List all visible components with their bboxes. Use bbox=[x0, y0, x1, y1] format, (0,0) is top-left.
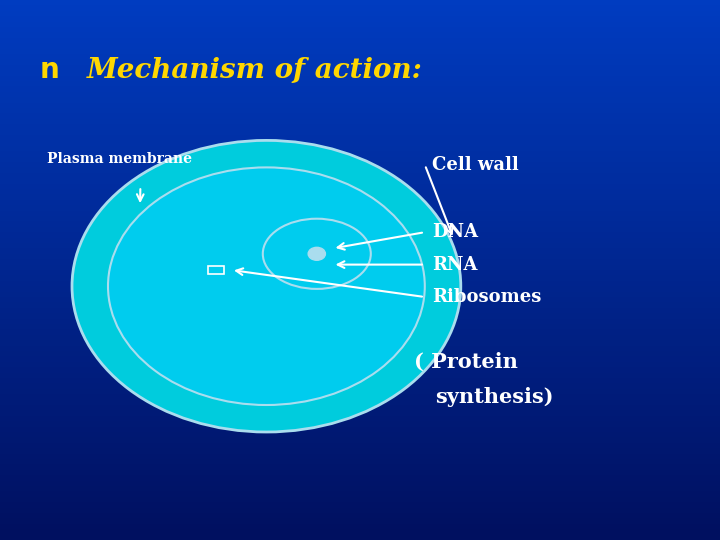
Text: Plasma membrane: Plasma membrane bbox=[47, 152, 192, 166]
Text: RNA: RNA bbox=[432, 255, 477, 274]
Circle shape bbox=[108, 167, 425, 405]
Text: Cell wall: Cell wall bbox=[432, 156, 518, 174]
Text: Ribosomes: Ribosomes bbox=[432, 288, 541, 306]
Circle shape bbox=[308, 247, 325, 260]
Text: synthesis): synthesis) bbox=[436, 387, 554, 407]
Text: ( Protein: ( Protein bbox=[414, 352, 518, 372]
Circle shape bbox=[72, 140, 461, 432]
Bar bbox=[208, 266, 224, 274]
Text: DNA: DNA bbox=[432, 223, 478, 241]
Text: n: n bbox=[40, 56, 59, 84]
Text: Mechanism of action:: Mechanism of action: bbox=[86, 57, 422, 84]
